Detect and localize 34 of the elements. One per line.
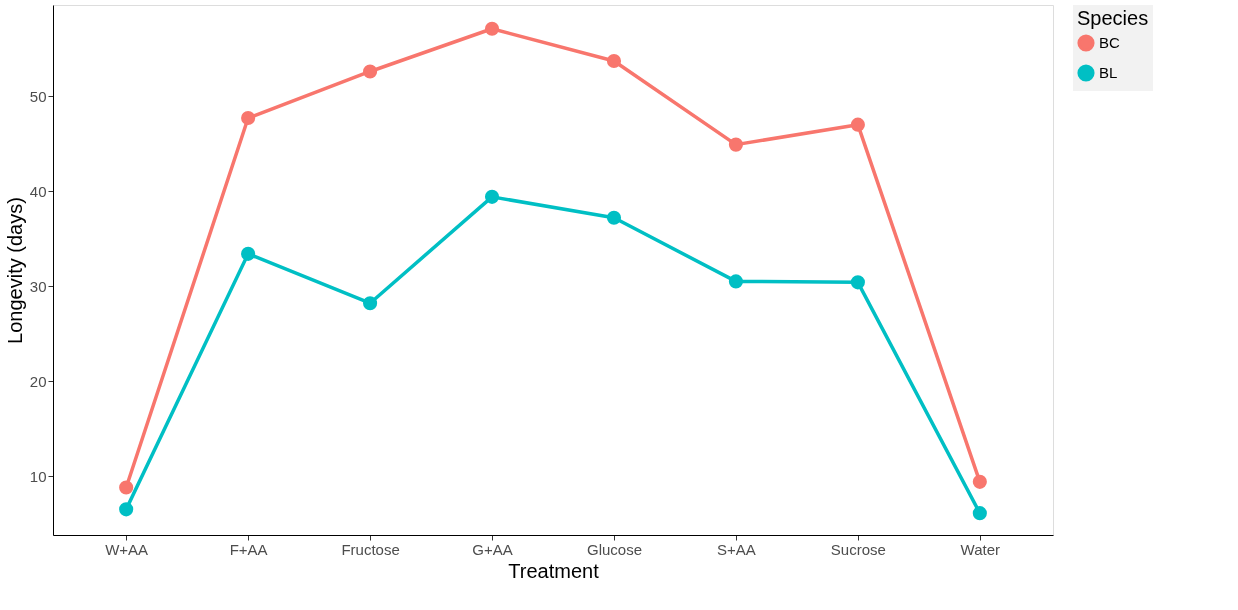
y-tick-label: 20 <box>29 372 47 390</box>
point <box>241 246 256 261</box>
point <box>606 53 622 69</box>
point <box>363 64 378 79</box>
point <box>119 480 134 495</box>
point <box>972 474 987 489</box>
x-tick-label: Glucose <box>586 540 642 558</box>
point <box>972 506 987 521</box>
point <box>850 117 865 132</box>
y-tick-label: 50 <box>29 87 47 105</box>
x-tick-label: W+AA <box>105 540 149 558</box>
point <box>484 189 500 204</box>
point <box>728 137 743 152</box>
point <box>363 296 378 311</box>
x-tick-label: Water <box>960 540 1001 558</box>
x-tick-label: Fructose <box>341 540 400 558</box>
point <box>484 21 500 36</box>
point <box>241 110 256 126</box>
y-tick-label: 10 <box>29 467 47 485</box>
y-tick-label: 30 <box>29 277 47 295</box>
legend-label: BL <box>1099 64 1118 81</box>
y-axis-title: Longevity (days) <box>3 197 26 344</box>
y-tick-label: 40 <box>29 182 47 200</box>
point <box>119 502 134 517</box>
x-tick-label: G+AA <box>472 540 513 558</box>
point <box>606 210 622 225</box>
legend-label: BC <box>1099 34 1120 51</box>
x-axis-title: Treatment <box>508 559 600 582</box>
x-tick-label: Sucrose <box>830 540 886 558</box>
point <box>850 275 865 290</box>
x-tick-label: F+AA <box>229 540 268 558</box>
x-tick-label: S+AA <box>717 540 756 558</box>
point <box>728 274 743 289</box>
legend-title: Species <box>1077 7 1149 29</box>
